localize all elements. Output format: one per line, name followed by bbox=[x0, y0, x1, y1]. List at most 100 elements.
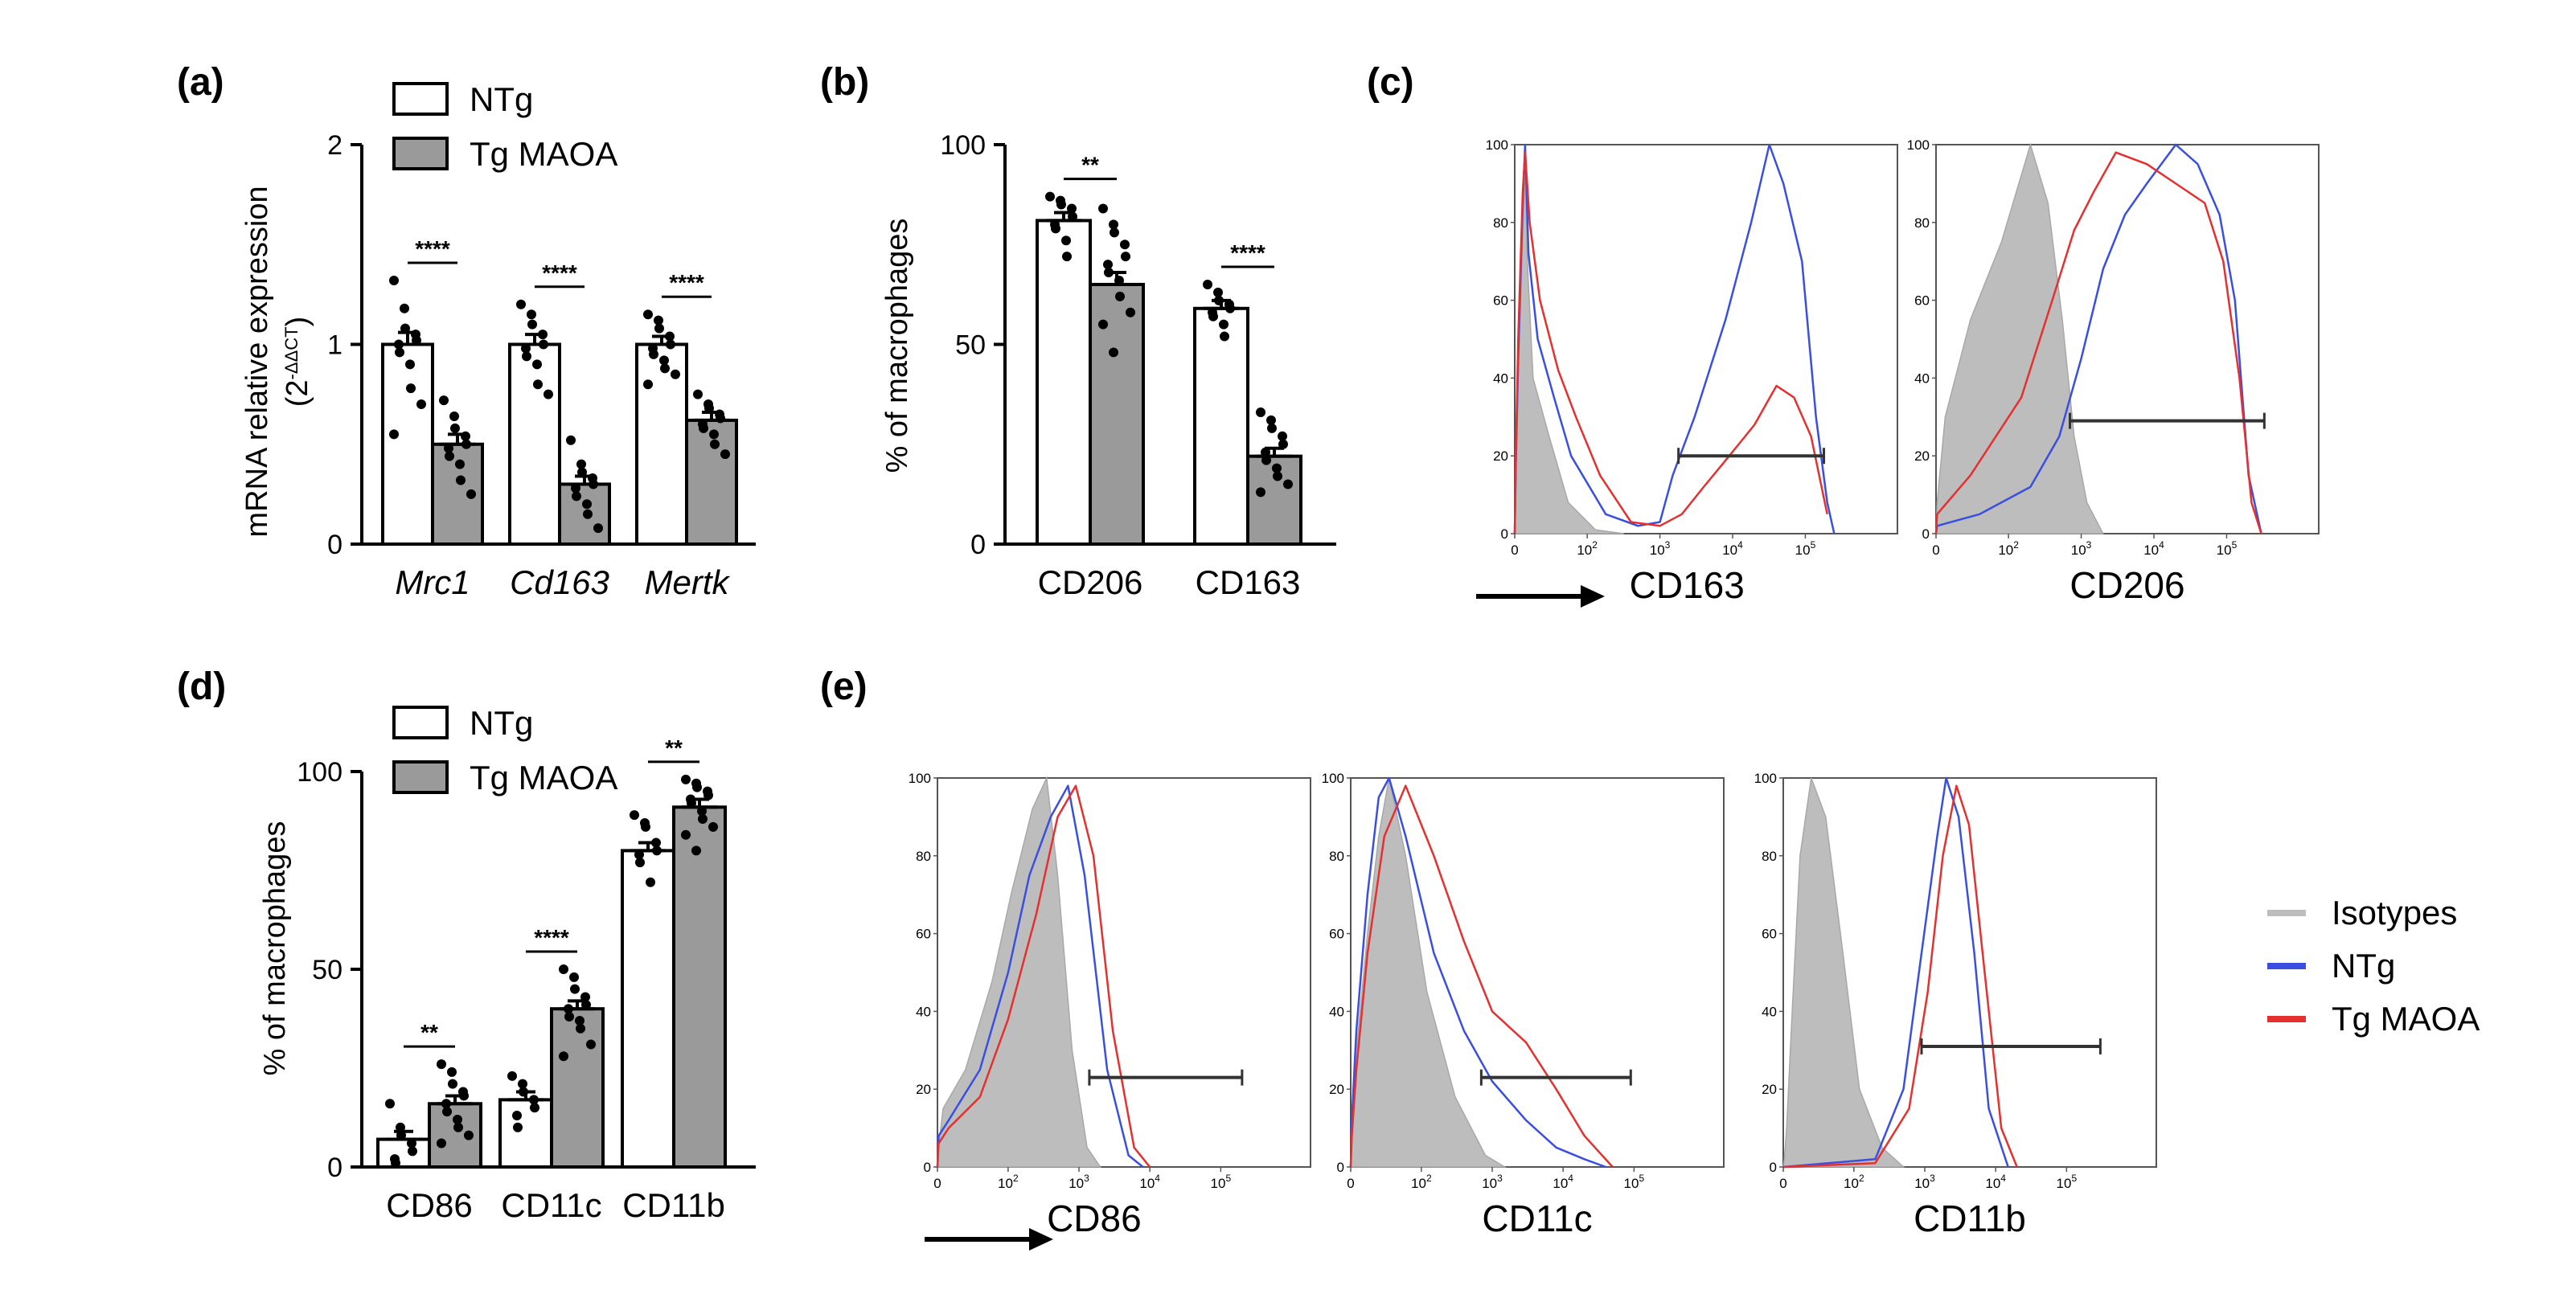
x-category-label: CD163 bbox=[1196, 563, 1301, 601]
y-tick-label: 100 bbox=[940, 130, 986, 161]
x-tick-label: 102 bbox=[1844, 1173, 1864, 1191]
data-point bbox=[572, 491, 581, 502]
x-tick-exponent: 4 bbox=[1155, 1173, 1160, 1184]
data-point bbox=[449, 411, 459, 421]
data-point bbox=[396, 1122, 405, 1132]
plot-frame bbox=[1514, 144, 1898, 534]
data-point bbox=[1098, 319, 1108, 330]
legend-a-ntg-swatch bbox=[392, 82, 449, 116]
data-point bbox=[697, 806, 707, 817]
x-tick-label: 0 bbox=[1779, 1176, 1786, 1191]
x-tick-label: 104 bbox=[1722, 539, 1743, 558]
yaxis-label-b: % of macrophages bbox=[880, 219, 914, 473]
marker-axis-label: CD206 bbox=[2069, 564, 2184, 606]
data-point bbox=[516, 299, 526, 309]
legend-d-ntg-label: NTg bbox=[470, 704, 533, 742]
data-point bbox=[1256, 407, 1265, 417]
y-tick-label: 80 bbox=[1914, 215, 1930, 231]
data-point bbox=[1098, 203, 1108, 214]
x-tick-base: 10 bbox=[1985, 1176, 2000, 1191]
panel-label-e: (e) bbox=[820, 665, 868, 708]
data-point bbox=[660, 363, 670, 374]
y-tick-label: 0 bbox=[327, 530, 343, 560]
x-category-label: CD206 bbox=[1038, 563, 1143, 601]
y-tick-label: 100 bbox=[297, 757, 343, 788]
data-point bbox=[416, 399, 426, 410]
x-category-label: Cd163 bbox=[510, 563, 609, 601]
y-tick-label: 40 bbox=[1329, 1004, 1344, 1019]
data-point bbox=[513, 1122, 523, 1132]
marker-axis-label: CD86 bbox=[1047, 1198, 1142, 1239]
data-point bbox=[407, 1138, 416, 1148]
data-point bbox=[405, 359, 415, 370]
data-point bbox=[692, 782, 702, 792]
bar bbox=[685, 418, 738, 546]
data-point bbox=[461, 431, 470, 441]
y-tick-label: 40 bbox=[916, 1004, 931, 1019]
x-tick-base: 10 bbox=[2057, 1176, 2072, 1191]
y-tick-label: 60 bbox=[1914, 293, 1930, 309]
x-tick-base: 0 bbox=[933, 1176, 941, 1191]
ntg-histogram-line bbox=[1349, 776, 1606, 1169]
data-point bbox=[665, 331, 675, 342]
x-tick-exponent: 2 bbox=[1859, 1173, 1864, 1184]
data-point bbox=[681, 829, 691, 840]
data-point bbox=[577, 467, 587, 477]
data-point bbox=[1109, 347, 1118, 358]
data-point bbox=[634, 850, 644, 860]
x-tick-base: 10 bbox=[998, 1176, 1013, 1191]
x-tick-base: 0 bbox=[1511, 542, 1518, 558]
data-point bbox=[643, 379, 653, 390]
x-tick-exponent: 3 bbox=[1497, 1173, 1503, 1184]
data-point bbox=[1068, 211, 1077, 222]
data-point bbox=[576, 1023, 585, 1034]
y-tick-label: 20 bbox=[1329, 1082, 1344, 1097]
significance-label: **** bbox=[415, 236, 450, 261]
x-tick-label: 105 bbox=[2057, 1173, 2078, 1191]
y-tick-label: 100 bbox=[1754, 771, 1777, 786]
bar bbox=[621, 849, 675, 1169]
y-tick-label: 100 bbox=[1322, 771, 1344, 786]
data-point bbox=[437, 1138, 446, 1148]
data-point bbox=[1203, 279, 1212, 289]
x-tick-label: 103 bbox=[1482, 1173, 1503, 1191]
data-point bbox=[1272, 463, 1282, 473]
data-point bbox=[1067, 203, 1077, 214]
data-point bbox=[654, 323, 664, 334]
x-tick-label: 105 bbox=[2217, 539, 2238, 558]
x-tick-base: 10 bbox=[1482, 1176, 1497, 1191]
isotype-histogram bbox=[937, 776, 1102, 1168]
y-tick-label: 20 bbox=[1914, 448, 1930, 464]
data-point bbox=[1273, 471, 1282, 481]
x-tick-base: 10 bbox=[1722, 542, 1737, 558]
x-tick-exponent: 4 bbox=[1737, 539, 1743, 551]
data-point bbox=[459, 1091, 469, 1101]
significance-label: ** bbox=[665, 735, 683, 760]
data-point bbox=[539, 339, 548, 350]
data-point bbox=[507, 1071, 517, 1081]
x-tick-exponent: 3 bbox=[1665, 539, 1671, 551]
x-tick-label: 102 bbox=[1411, 1173, 1432, 1191]
data-point bbox=[1261, 455, 1271, 465]
bar bbox=[1036, 219, 1092, 546]
data-point bbox=[450, 423, 460, 433]
x-tick-base: 10 bbox=[2143, 542, 2159, 558]
data-point bbox=[408, 1146, 417, 1157]
tg-histogram-line bbox=[1934, 151, 2262, 534]
x-tick-label: 104 bbox=[2143, 539, 2164, 558]
isotype-histogram bbox=[1782, 777, 1905, 1168]
x-tick-exponent: 5 bbox=[1811, 539, 1816, 551]
data-point bbox=[532, 359, 542, 370]
legend-d-tg-swatch bbox=[392, 760, 449, 794]
bar-chart-d: 0 50 100 CD86 ** CD11c **** CD11b ** bbox=[297, 735, 756, 1224]
y-tick-label: 100 bbox=[1907, 137, 1930, 153]
legend-flow-iso-label: Isotypes bbox=[2332, 894, 2457, 931]
data-point bbox=[698, 814, 708, 825]
x-category-label: CD11b bbox=[622, 1186, 725, 1224]
data-point bbox=[1225, 303, 1235, 313]
isotype-histogram bbox=[1935, 142, 2105, 534]
y-tick-label: 40 bbox=[1762, 1004, 1777, 1019]
data-point bbox=[466, 489, 476, 499]
